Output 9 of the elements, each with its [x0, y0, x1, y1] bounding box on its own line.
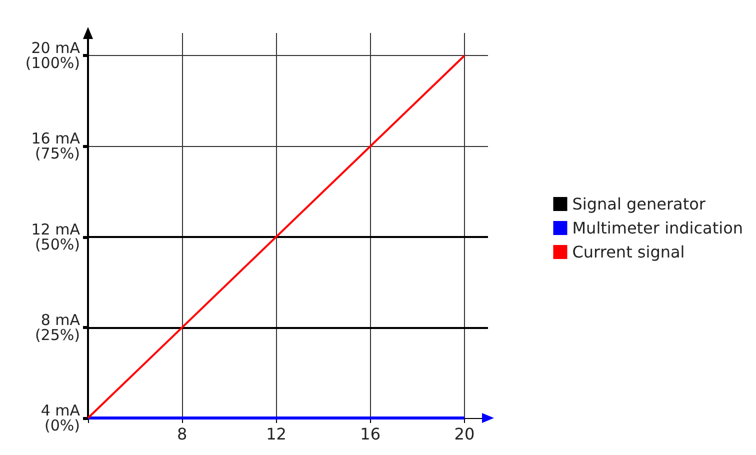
- legend-label: Multimeter indication: [572, 218, 744, 238]
- y-tick-label: 4 mA: [40, 402, 81, 420]
- legend-label: Current signal: [572, 242, 685, 262]
- x-tick-label: 20: [454, 424, 475, 444]
- legend-label: Signal generator: [572, 194, 706, 214]
- y2-tick-label: (0%): [44, 416, 80, 434]
- x-tick-label: 8: [177, 424, 188, 444]
- x-tick-label: 16: [360, 424, 381, 444]
- x-tick-label: 12: [266, 424, 286, 444]
